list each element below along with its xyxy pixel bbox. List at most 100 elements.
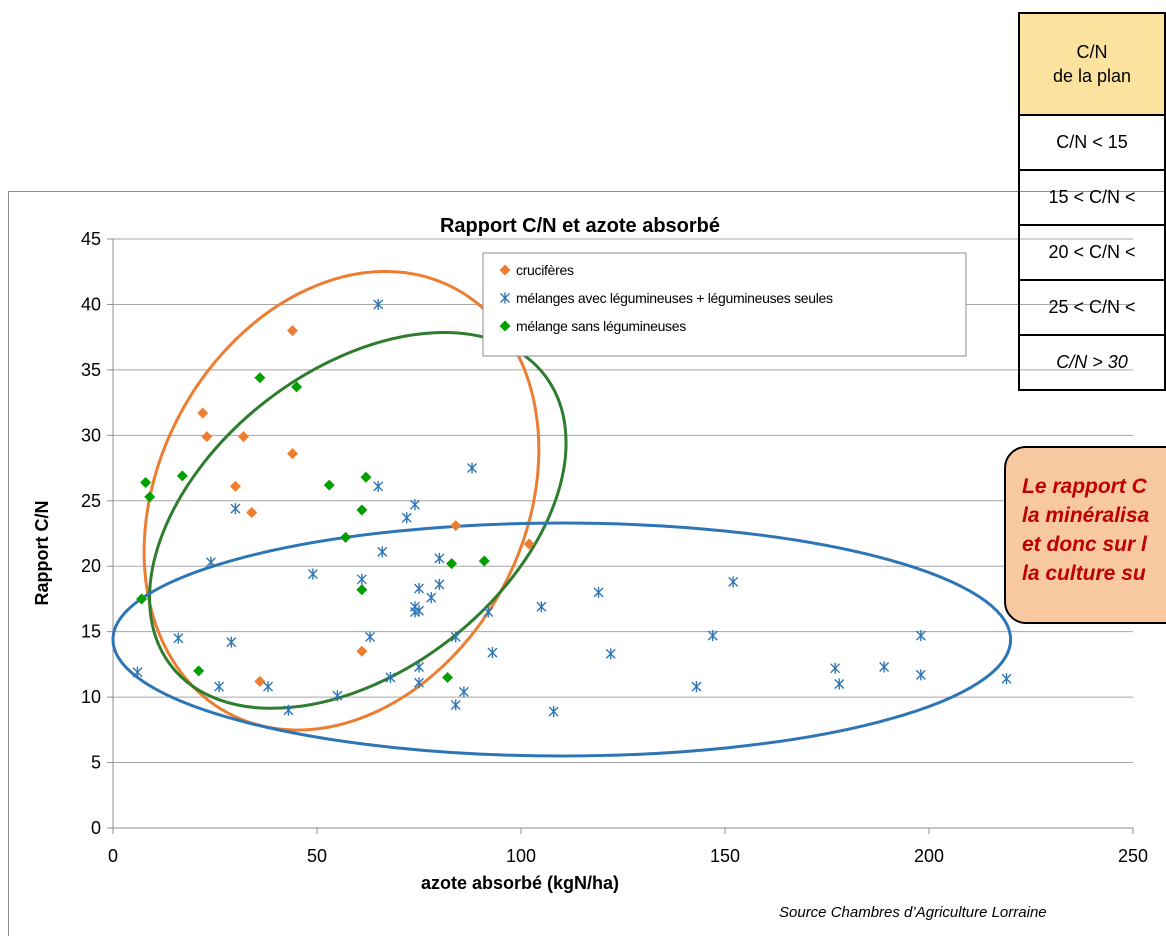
chart-frame — [8, 191, 1166, 936]
table-header-line1: C/N — [1076, 42, 1108, 62]
callout-line: Le rapport C — [1022, 475, 1147, 498]
x-axis-label: azote absorbé (kgN/ha) — [421, 873, 619, 893]
x-tick-label: 0 — [108, 846, 118, 866]
data-point-series-3 — [144, 491, 156, 503]
x-tick-label: 150 — [710, 846, 740, 866]
data-point-series-2 — [458, 686, 469, 698]
data-point-series-2 — [365, 631, 376, 643]
data-point-series-2 — [283, 704, 294, 716]
y-axis-label: Rapport C/N — [32, 501, 52, 606]
callout-note: Le rapport C la minéralisa et donc sur l… — [1004, 446, 1166, 624]
x-tick-label: 50 — [307, 846, 327, 866]
data-point-series-1 — [229, 480, 241, 492]
data-point-series-3 — [254, 372, 266, 384]
data-point-series-2 — [132, 666, 143, 678]
y-tick-label: 40 — [81, 294, 101, 314]
data-point-series-3 — [478, 555, 490, 567]
x-tick-label: 250 — [1118, 846, 1148, 866]
data-point-series-2 — [414, 582, 424, 594]
y-tick-label: 0 — [91, 818, 101, 838]
data-point-series-2 — [426, 592, 437, 604]
callout-line: et donc sur l — [1022, 533, 1147, 556]
data-point-series-1 — [197, 407, 209, 419]
data-point-series-2 — [434, 552, 445, 564]
data-point-series-1 — [254, 675, 266, 687]
data-point-series-2 — [385, 671, 396, 683]
source-note: Source Chambres d’Agriculture Lorraine — [779, 904, 1047, 921]
legend-marker — [500, 292, 510, 304]
data-point-series-2 — [414, 677, 424, 689]
data-point-series-1 — [287, 325, 299, 337]
table-header: C/N de la plan — [1018, 12, 1166, 116]
y-tick-label: 30 — [81, 425, 101, 445]
cluster-ellipse — [148, 331, 568, 710]
table-row: C/N < 15 — [1018, 114, 1166, 171]
data-point-series-3 — [356, 504, 368, 516]
data-point-series-1 — [201, 431, 213, 443]
data-point-series-3 — [446, 558, 458, 570]
data-point-series-3 — [340, 531, 352, 543]
data-point-series-2 — [414, 661, 424, 673]
y-tick-label: 15 — [81, 622, 101, 642]
data-point-series-2 — [356, 573, 367, 585]
y-tick-label: 45 — [81, 229, 101, 249]
y-tick-label: 25 — [81, 491, 101, 511]
data-point-series-2 — [373, 298, 384, 310]
data-point-series-2 — [307, 568, 318, 580]
data-point-series-2 — [230, 503, 241, 515]
data-point-series-3 — [360, 471, 372, 483]
data-point-series-2 — [728, 576, 739, 588]
x-tick-label: 200 — [914, 846, 944, 866]
data-point-series-2 — [593, 586, 604, 598]
cn-ratio-table: C/N de la plan C/N < 15 15 < C/N < 20 < C… — [1018, 12, 1166, 391]
data-point-series-3 — [291, 381, 303, 393]
data-point-series-2 — [536, 601, 547, 613]
data-point-series-2 — [205, 556, 216, 568]
legend-entry: crucifères — [516, 262, 574, 278]
y-tick-label: 20 — [81, 556, 101, 576]
chart-title: Rapport C/N et azote absorbé — [440, 215, 720, 237]
data-point-series-3 — [193, 665, 205, 677]
data-point-series-2 — [377, 546, 388, 558]
data-point-series-2 — [226, 636, 237, 648]
data-point-series-1 — [238, 431, 250, 443]
data-point-series-2 — [332, 690, 343, 702]
data-point-series-2 — [605, 648, 616, 660]
legend-entry: mélanges avec légumineuses + légumineuse… — [516, 290, 833, 306]
data-point-series-2 — [548, 706, 559, 718]
legend-marker — [499, 264, 511, 276]
data-point-series-3 — [442, 671, 454, 683]
y-tick-label: 5 — [91, 753, 101, 773]
data-point-series-2 — [409, 499, 420, 511]
callout-line: la minéralisa — [1022, 504, 1150, 527]
y-tick-label: 35 — [81, 360, 101, 380]
data-point-series-2 — [691, 681, 702, 693]
data-point-series-3 — [140, 476, 152, 488]
data-point-series-1 — [246, 507, 258, 519]
data-point-series-2 — [830, 662, 841, 674]
data-point-series-2 — [1001, 673, 1012, 685]
y-axis-ticks: 0 5 10 15 20 25 30 35 40 45 — [81, 229, 101, 838]
callout-line: la culture su — [1022, 562, 1146, 585]
y-tick-label: 10 — [81, 687, 101, 707]
data-point-series-1 — [523, 538, 535, 550]
data-point-series-2 — [450, 699, 461, 711]
data-point-series-2 — [414, 605, 424, 617]
data-point-series-3 — [136, 593, 148, 605]
data-point-series-2 — [263, 681, 274, 693]
data-point-series-2 — [173, 632, 184, 644]
data-point-series-3 — [356, 584, 368, 596]
data-point-series-2 — [467, 462, 478, 474]
x-axis-ticks: 0 50 100 150 200 250 — [108, 846, 1148, 866]
data-point-series-2 — [707, 630, 718, 642]
data-point-series-2 — [915, 669, 926, 681]
legend-marker — [499, 320, 511, 332]
data-points — [132, 298, 1012, 718]
table-header-line2: de la plan — [1052, 66, 1132, 86]
data-point-series-3 — [176, 470, 188, 482]
data-point-series-1 — [450, 520, 462, 532]
data-point-series-2 — [214, 681, 225, 693]
data-point-series-2 — [373, 480, 384, 492]
data-point-series-2 — [483, 606, 494, 618]
